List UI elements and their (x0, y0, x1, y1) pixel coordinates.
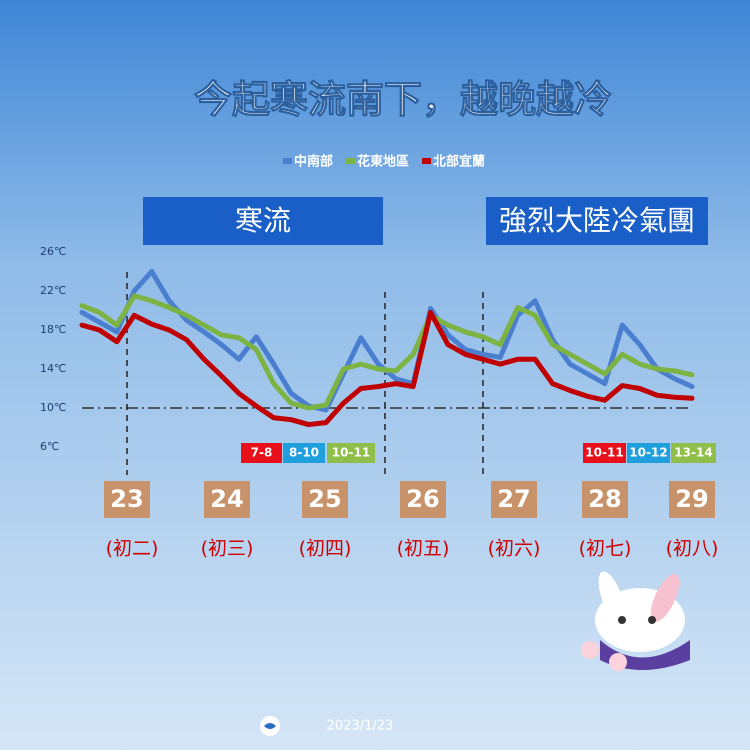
series-line (79, 293, 695, 411)
chart-title: 今起寒流南下，越晚越冷 (194, 78, 612, 122)
day-label: 25 (308, 485, 341, 513)
footer-date: 2023/1/23 (327, 719, 394, 734)
day-box (491, 481, 537, 518)
badge (583, 443, 626, 463)
logo (260, 716, 280, 736)
day-box (669, 481, 715, 518)
badge (241, 443, 282, 463)
banner (143, 197, 383, 245)
legend-swatch (422, 158, 432, 164)
y-tick-label: 10℃ (40, 401, 66, 414)
day-box (400, 481, 446, 518)
badge-text: 13-14 (674, 446, 712, 460)
day-box (302, 481, 348, 518)
day-label: 27 (497, 485, 530, 513)
badge (283, 443, 325, 463)
lunar-label: (初八) (666, 538, 719, 560)
banner-text: 強烈大陸冷氣團 (499, 204, 695, 237)
badge (627, 443, 670, 463)
lunar-label: (初三) (201, 538, 254, 560)
day-box (582, 481, 628, 518)
badge-text: 8-10 (289, 446, 319, 460)
day-label: 29 (675, 485, 708, 513)
badge-text: 10-11 (332, 446, 370, 460)
banner (486, 197, 708, 245)
legend-swatch (346, 158, 356, 164)
day-label: 24 (210, 485, 243, 513)
lunar-label: (初七) (579, 538, 632, 560)
y-tick-label: 6℃ (40, 440, 59, 453)
y-tick-label: 26℃ (40, 245, 66, 258)
y-tick-label: 22℃ (40, 284, 66, 297)
legend-swatch (283, 158, 292, 164)
lunar-label: (初二) (106, 538, 159, 560)
series-line (79, 309, 695, 428)
y-tick-label: 14℃ (40, 362, 66, 375)
legend-label: 北部宜蘭 (433, 154, 485, 170)
lunar-label: (初四) (299, 538, 352, 560)
legend-label: 中南部 (294, 154, 333, 170)
badge (671, 443, 716, 463)
badge (327, 443, 375, 463)
day-label: 26 (406, 485, 439, 513)
badge-text: 10-12 (629, 446, 667, 460)
lunar-label: (初五) (397, 538, 450, 560)
badge-text: 7-8 (251, 446, 273, 460)
day-box (104, 481, 150, 518)
y-tick-label: 18℃ (40, 323, 66, 336)
lunar-label: (初六) (488, 538, 541, 560)
legend-label: 花東地區 (357, 154, 409, 170)
day-box (204, 481, 250, 518)
rabbit (581, 571, 690, 671)
day-label: 28 (588, 485, 621, 513)
badge-text: 10-11 (585, 446, 623, 460)
banner-text: 寒流 (235, 204, 291, 237)
day-label: 23 (110, 485, 143, 513)
